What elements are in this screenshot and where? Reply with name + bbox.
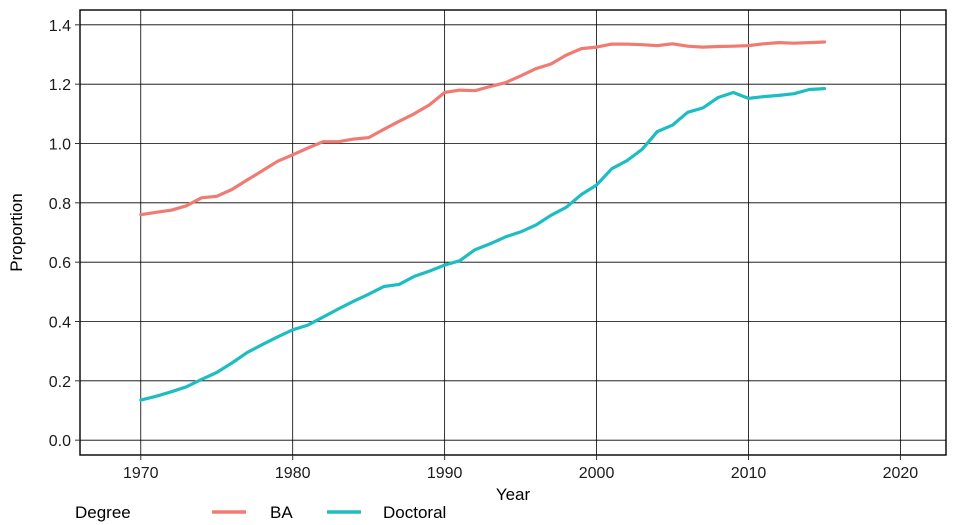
y-tick-label: 0.0 [49,433,71,450]
y-tick-label: 0.2 [49,374,71,391]
y-tick-label: 0.8 [49,196,71,213]
x-axis-title: Year [496,485,531,504]
plot-border [79,9,947,456]
series-line-doctoral [139,87,827,402]
legend: Degree BA Doctoral [75,503,446,522]
y-tick-label: 0.6 [49,255,71,272]
legend-label-doctoral: Doctoral [383,503,446,522]
legend-title: Degree [75,503,131,522]
x-axis-tick-labels: 1970 1980 1990 2000 2010 2020 [123,465,918,482]
y-tick-label: 1.0 [49,137,71,154]
axis-ticks [75,24,901,460]
x-tick-label: 2020 [883,465,919,482]
y-tick-label: 0.4 [49,315,71,332]
grid [80,10,946,455]
x-tick-label: 1970 [123,465,159,482]
legend-label-ba: BA [270,503,293,522]
y-tick-label: 1.2 [49,77,71,94]
x-tick-label: 2000 [579,465,615,482]
legend-items: BA Doctoral [212,503,446,522]
x-tick-label: 1990 [427,465,463,482]
y-axis-title: Proportion [7,193,26,271]
x-tick-label: 2010 [731,465,767,482]
series-lines [139,40,827,402]
y-tick-label: 1.4 [49,18,71,35]
x-tick-label: 1980 [275,465,311,482]
y-axis-tick-labels: 0.0 0.2 0.4 0.6 0.8 1.0 1.2 1.4 [49,18,71,450]
series-line-ba [139,40,827,217]
